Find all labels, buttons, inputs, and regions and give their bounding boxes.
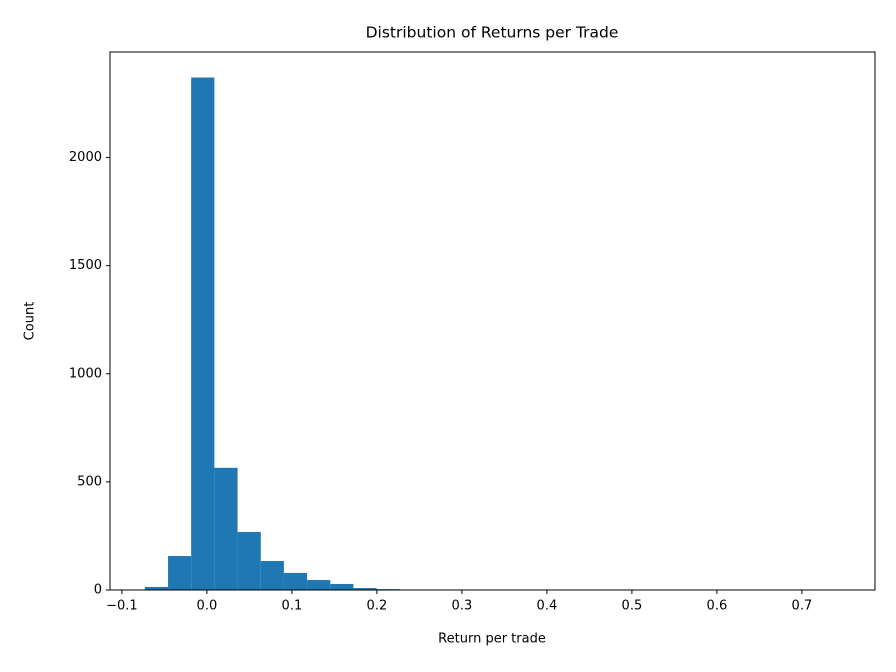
x-tick-label: 0.0 [197, 599, 218, 614]
bar [191, 77, 215, 591]
y-axis-label: Count [23, 302, 38, 341]
bar [144, 586, 169, 590]
x-tick-label: −0.1 [106, 599, 138, 614]
x-tick-label: 0.2 [367, 599, 388, 614]
y-tick-label: 1000 [69, 366, 102, 381]
y-tick-label: 500 [77, 474, 102, 489]
axes-frame [109, 51, 876, 591]
plot-area: 0 500 1000 1500 2000 −0.1 0.0 0.1 0.2 0.3 0.4 0.5 0.… [69, 77, 813, 614]
x-tick-label: 0.3 [452, 599, 473, 614]
x-tick-label: 0.7 [792, 599, 813, 614]
y-tick-label: 1500 [69, 258, 102, 273]
bar [307, 580, 331, 590]
x-tick-label: 0.4 [537, 599, 558, 614]
bar [283, 572, 308, 590]
bar [260, 561, 284, 590]
bar [168, 556, 192, 590]
x-tick-label: 0.5 [622, 599, 643, 614]
x-tick-label: 0.1 [282, 599, 303, 614]
bar [214, 467, 238, 590]
y-tick-label: 2000 [69, 150, 102, 165]
bar [353, 588, 377, 590]
x-tick-label: 0.6 [707, 599, 728, 614]
x-axis-label: Return per trade [438, 632, 546, 647]
chart-title: Distribution of Returns per Trade [366, 24, 619, 42]
y-tick-label: 0 [94, 583, 102, 598]
bar [237, 532, 261, 590]
bar [330, 583, 354, 590]
